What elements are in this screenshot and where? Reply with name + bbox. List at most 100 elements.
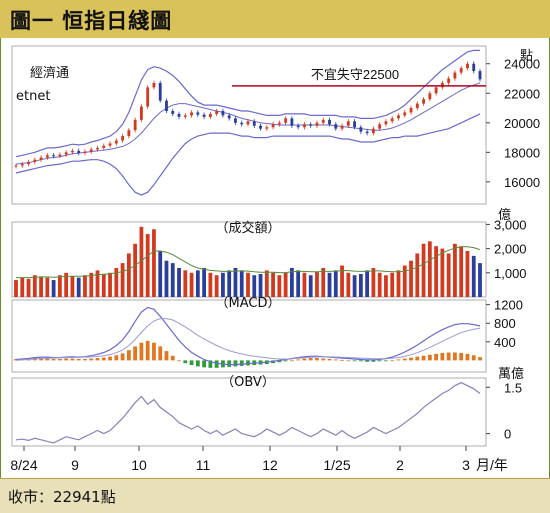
price-tick-label-4: 24000 bbox=[504, 57, 540, 72]
macd-bar bbox=[133, 346, 138, 361]
obv-tick-label-1: 1.5 bbox=[504, 380, 522, 395]
macd-bar bbox=[409, 357, 413, 361]
candle bbox=[371, 128, 375, 134]
candle bbox=[171, 110, 175, 114]
candle bbox=[158, 82, 162, 101]
candle bbox=[459, 68, 463, 73]
volume-bar bbox=[233, 267, 238, 297]
volume-bar bbox=[427, 241, 432, 297]
candle bbox=[246, 121, 250, 125]
volume-bar bbox=[221, 272, 225, 297]
macd-bar bbox=[57, 358, 62, 361]
candle bbox=[409, 108, 413, 113]
volume-bar bbox=[321, 267, 326, 297]
candle bbox=[265, 127, 269, 129]
x-tick-label-7: 3 bbox=[462, 457, 470, 473]
candle bbox=[114, 140, 118, 144]
candle bbox=[139, 106, 143, 120]
macd-bar bbox=[246, 360, 250, 366]
volume-bar bbox=[340, 265, 344, 297]
macd-bar bbox=[202, 360, 207, 368]
volume-bar bbox=[252, 275, 257, 297]
volume-bar bbox=[453, 243, 457, 297]
candle bbox=[215, 110, 219, 114]
macd-bar bbox=[446, 352, 451, 361]
candle bbox=[133, 119, 137, 131]
macd-bar bbox=[83, 358, 87, 361]
macd-bar bbox=[139, 342, 144, 361]
volume-bar bbox=[189, 272, 194, 297]
candle bbox=[64, 152, 68, 155]
price-tick-label-1: 18000 bbox=[504, 145, 540, 160]
candle bbox=[152, 82, 156, 88]
macd-bar bbox=[427, 354, 432, 361]
x-tick-label-6: 2 bbox=[396, 457, 404, 473]
macd-bar bbox=[183, 360, 188, 364]
candle bbox=[227, 115, 231, 119]
price-tick-label-3: 22000 bbox=[504, 86, 540, 101]
candle bbox=[127, 130, 131, 137]
candle bbox=[428, 93, 432, 100]
volume-bar bbox=[39, 276, 43, 297]
candle bbox=[403, 112, 407, 116]
price-unit: 點 bbox=[520, 48, 533, 63]
watermark-cn: 經濟通 bbox=[30, 65, 69, 81]
macd-bar bbox=[126, 350, 131, 361]
volume-bar bbox=[440, 248, 445, 297]
footer: 收市：22941點 bbox=[0, 478, 550, 513]
volume-bar bbox=[308, 275, 313, 297]
volume-bar bbox=[264, 270, 269, 297]
volume-bar bbox=[384, 275, 388, 297]
macd-bar bbox=[358, 360, 363, 362]
volume-bar bbox=[446, 253, 451, 297]
candle bbox=[284, 118, 288, 123]
volume-bar bbox=[377, 272, 382, 297]
candle bbox=[259, 125, 262, 129]
macd-bar bbox=[321, 358, 326, 361]
candle bbox=[390, 118, 394, 122]
volume-bar bbox=[158, 251, 163, 297]
volume-bar bbox=[421, 243, 426, 297]
macd-bar bbox=[120, 353, 125, 361]
candle bbox=[240, 122, 244, 125]
candle bbox=[14, 165, 18, 167]
macd-bar bbox=[170, 355, 175, 361]
volume-bar bbox=[32, 275, 37, 297]
candle bbox=[221, 110, 225, 116]
candle bbox=[346, 121, 350, 126]
volume-bar bbox=[95, 270, 100, 297]
volume-bar bbox=[89, 272, 94, 297]
candle bbox=[234, 118, 237, 123]
candle bbox=[45, 155, 49, 158]
macd-bar bbox=[440, 352, 445, 361]
candle bbox=[77, 150, 81, 154]
candle bbox=[397, 115, 400, 119]
macd-bar bbox=[45, 358, 50, 361]
candle bbox=[296, 125, 300, 128]
macd-bar bbox=[453, 352, 457, 361]
volume-bar bbox=[258, 274, 263, 297]
candle bbox=[52, 155, 56, 157]
volume-bar bbox=[133, 243, 138, 297]
macd-tick-label-2: 1200 bbox=[494, 298, 523, 313]
obv-tick-label-0: 0 bbox=[504, 427, 511, 442]
bollinger-lower bbox=[15, 113, 481, 196]
candle bbox=[39, 157, 43, 160]
x-tick-label-0: 8/24 bbox=[10, 457, 37, 473]
candle bbox=[315, 122, 319, 126]
macd-bar bbox=[396, 359, 401, 361]
candle bbox=[190, 112, 193, 116]
x-unit: 月/年 bbox=[476, 457, 508, 473]
macd-bar bbox=[465, 353, 470, 361]
candle bbox=[121, 136, 125, 141]
candle bbox=[434, 87, 438, 94]
macd-bar bbox=[64, 358, 69, 361]
macd-bar bbox=[333, 359, 338, 361]
macd-bar bbox=[51, 358, 56, 361]
candle bbox=[340, 125, 344, 129]
macd-bar bbox=[189, 360, 194, 366]
volume-bar bbox=[195, 270, 200, 297]
volume-bar bbox=[26, 278, 31, 297]
macd-bar bbox=[415, 356, 420, 361]
volume-bar bbox=[434, 246, 439, 297]
